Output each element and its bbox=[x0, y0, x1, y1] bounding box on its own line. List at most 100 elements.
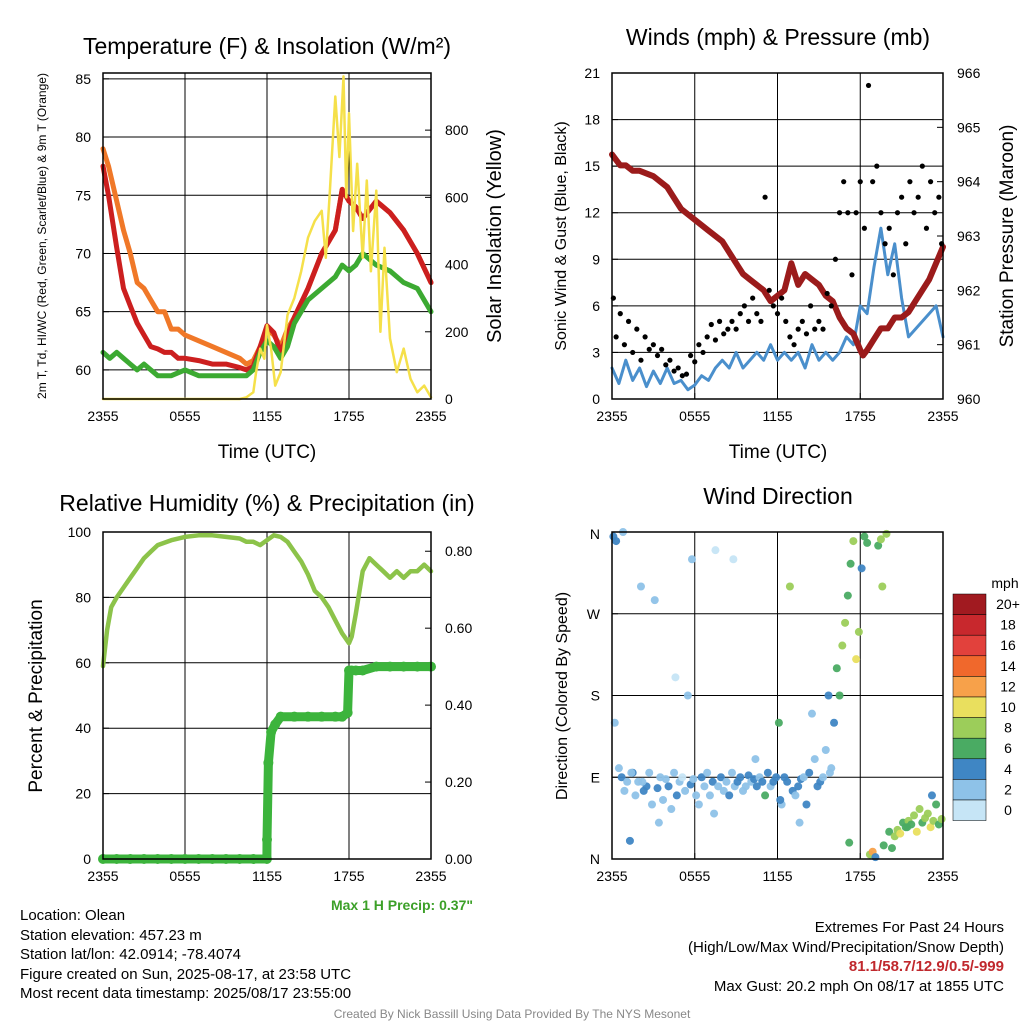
legend-label: 10 bbox=[1000, 699, 1016, 715]
x-tick-label: 1755 bbox=[845, 868, 876, 884]
gust-point bbox=[663, 362, 669, 368]
station-info: Location: Olean Station elevation: 457.2… bbox=[20, 906, 351, 1004]
wind-dir-point bbox=[722, 777, 731, 786]
y2-tick-label: 966 bbox=[957, 65, 981, 81]
wind-dir-point bbox=[708, 777, 717, 786]
elevation-text: Station elevation: 457.23 m bbox=[20, 926, 202, 944]
wind-dir-point bbox=[627, 768, 636, 777]
x-tick-label: 2355 bbox=[415, 408, 446, 424]
wind-dir-point bbox=[879, 841, 888, 850]
max-gust-text: Max Gust: 20.2 mph On 08/17 at 1855 UTC bbox=[713, 977, 1004, 995]
x-tick-label: 1155 bbox=[252, 868, 282, 884]
y-axis-label-left: Direction (Colored By Speed) bbox=[554, 592, 571, 800]
wind-dir-point bbox=[876, 535, 885, 544]
gust-point bbox=[704, 334, 710, 340]
gust-point bbox=[708, 321, 714, 328]
x-tick-label: 1155 bbox=[762, 868, 792, 884]
y-tick-label: 100 bbox=[68, 524, 92, 540]
wind-dir-point bbox=[752, 782, 761, 791]
gust-point bbox=[716, 318, 723, 324]
wind-dir-point bbox=[802, 800, 811, 809]
legend-swatch bbox=[952, 655, 987, 677]
y2-tick-label: 400 bbox=[445, 257, 469, 273]
wind-dir-point bbox=[927, 791, 936, 800]
gust-point bbox=[754, 311, 760, 317]
y-axis-label-left: Percent & Precipitation bbox=[26, 599, 47, 792]
wind-dir-point bbox=[705, 791, 714, 800]
wind-dir-point bbox=[661, 775, 670, 784]
x-tick-label: 2355 bbox=[87, 868, 118, 884]
wind-dir-point bbox=[703, 768, 712, 777]
gust-point bbox=[886, 225, 892, 231]
y2-tick-label: 960 bbox=[957, 391, 981, 407]
legend-title: mph bbox=[991, 575, 1018, 591]
precip-point bbox=[262, 834, 272, 845]
recent-data-text: Most recent data timestamp: 2025/08/17 2… bbox=[20, 985, 352, 1002]
wind-dir-point bbox=[857, 564, 866, 573]
y2-tick-label: 0 bbox=[445, 391, 453, 407]
legend-label: 18 bbox=[1000, 617, 1016, 633]
panel-0: 2355 0555 1155 1755 2355 60 65 70 75 80 85 0 200 400 6… bbox=[75, 71, 468, 424]
legend-label: 2 bbox=[1004, 781, 1012, 797]
gust-point bbox=[836, 210, 843, 216]
wind-dir-point bbox=[671, 673, 680, 682]
gust-point bbox=[808, 303, 814, 309]
y-tick-label: 85 bbox=[75, 71, 91, 87]
gust-point bbox=[638, 357, 644, 363]
x-tick-label: 2355 bbox=[415, 868, 446, 884]
legend-swatch bbox=[952, 758, 987, 780]
gust-point bbox=[725, 326, 731, 332]
location-text: Location: Olean bbox=[20, 907, 126, 924]
gust-point bbox=[675, 365, 681, 371]
gust-point bbox=[923, 225, 930, 231]
x-tick-label: 2355 bbox=[596, 868, 627, 884]
gust-point bbox=[911, 210, 917, 216]
gust-point bbox=[932, 210, 938, 216]
wind-dir-point bbox=[807, 709, 816, 718]
y2-tick-label: 961 bbox=[957, 337, 981, 353]
gust-point bbox=[750, 295, 756, 301]
wind-dir-point bbox=[625, 836, 634, 845]
y2-tick-label: 964 bbox=[957, 174, 981, 190]
y-tick-label: 80 bbox=[75, 129, 91, 145]
plot-frame bbox=[102, 531, 432, 860]
gust-point bbox=[849, 272, 855, 278]
wind-dir-point bbox=[835, 691, 844, 700]
credit-text: Created By Nick Bassill Using Data Provi… bbox=[333, 1007, 691, 1021]
wind-dir-point bbox=[830, 718, 839, 727]
gust-point bbox=[667, 357, 673, 363]
legend-swatch bbox=[952, 634, 987, 657]
y-axis-label-right: Station Pressure (Maroon) bbox=[997, 125, 1018, 348]
legend-swatch bbox=[952, 799, 987, 821]
wind-dir-point bbox=[799, 773, 808, 782]
precip-point bbox=[357, 665, 368, 676]
y-tick-label: 3 bbox=[592, 344, 600, 360]
legend-label: 8 bbox=[1004, 720, 1012, 736]
gust-point bbox=[634, 326, 640, 332]
gust-point bbox=[861, 225, 867, 231]
latlon-text: Station lat/lon: 42.0914; -78.4074 bbox=[20, 946, 242, 963]
y-tick-label: 0 bbox=[83, 851, 91, 867]
wind-dir-point bbox=[659, 795, 668, 804]
y2-tick-label: 0.20 bbox=[445, 774, 472, 790]
gust-point bbox=[741, 303, 748, 309]
wind-dir-point bbox=[915, 805, 924, 814]
gust-point bbox=[828, 303, 834, 309]
x-axis-label: Time (UTC) bbox=[218, 442, 317, 463]
gust-point bbox=[712, 337, 719, 343]
y-tick-label: 70 bbox=[75, 245, 91, 261]
wind-dir-point bbox=[725, 791, 734, 800]
legend-swatch bbox=[952, 614, 987, 636]
wind-dir-point bbox=[874, 541, 883, 550]
legend-swatch bbox=[952, 676, 987, 698]
gust-point bbox=[625, 318, 632, 324]
y-tick-label: 65 bbox=[75, 304, 91, 320]
wind-dir-point bbox=[841, 618, 850, 627]
gust-point bbox=[642, 334, 648, 340]
wind-dir-point bbox=[716, 773, 725, 782]
precip-point bbox=[275, 711, 286, 722]
wind-dir-point bbox=[689, 775, 698, 784]
gust-point bbox=[737, 311, 743, 317]
wind-dir-point bbox=[736, 773, 745, 782]
